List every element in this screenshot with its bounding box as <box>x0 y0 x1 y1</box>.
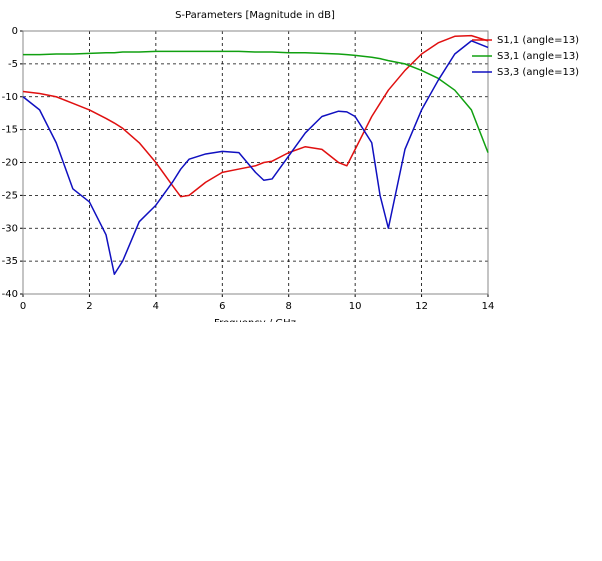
y-tick-label: -25 <box>2 190 18 201</box>
y-tick-label: -20 <box>2 158 18 169</box>
x-tick-label: 6 <box>219 301 225 312</box>
x-tick-label: 14 <box>482 301 495 312</box>
x-tick-label: 8 <box>286 301 292 312</box>
y-tick-label: -30 <box>2 223 18 234</box>
x-tick-label: 2 <box>86 301 92 312</box>
series-line <box>23 50 489 153</box>
plot-area <box>22 30 489 295</box>
x-tick-label: 0 <box>20 301 26 312</box>
x-tick-label: 12 <box>415 301 428 312</box>
x-tick-label: 10 <box>349 301 362 312</box>
x-tick-label: 4 <box>153 301 159 312</box>
x-label-clip: Frequency / GHz <box>214 318 296 329</box>
y-tick-label: 0 <box>12 26 18 37</box>
legend-label: S3,1 (angle=13) <box>497 51 579 62</box>
x-axis-label: Frequency / GHz <box>214 318 296 329</box>
series-line <box>22 40 489 276</box>
chart-title: S-Parameters [Magnitude in dB] <box>175 10 335 21</box>
y-tick-label: -10 <box>2 92 18 103</box>
y-tick-label: -15 <box>2 125 18 136</box>
series-line <box>22 34 489 198</box>
legend-label: S3,3 (angle=13) <box>497 67 579 78</box>
y-tick-label: -5 <box>8 59 18 70</box>
plot-frame <box>22 30 489 295</box>
y-tick-label: -40 <box>2 289 18 300</box>
legend-label: S1,1 (angle=13) <box>497 35 579 46</box>
y-tick-label: -35 <box>2 256 18 267</box>
